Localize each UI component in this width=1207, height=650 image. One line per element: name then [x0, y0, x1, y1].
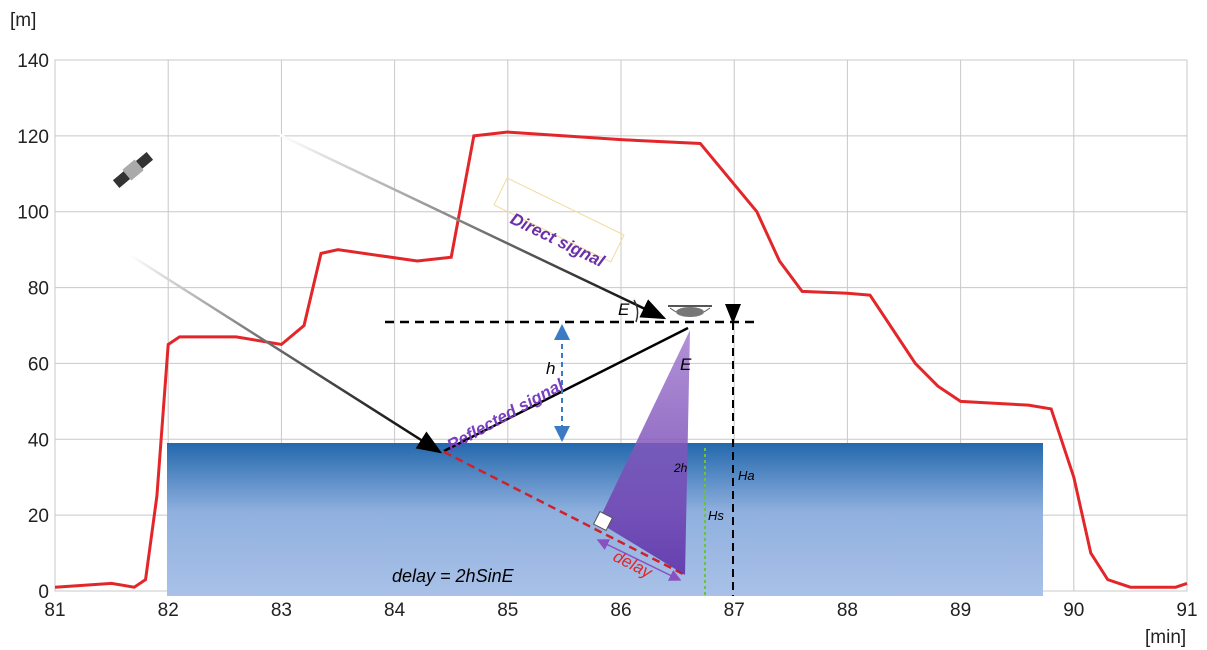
x-tick-label: 87: [724, 600, 745, 621]
x-tick-label: 86: [610, 600, 631, 621]
x-axis-label: [min]: [1145, 627, 1186, 648]
annotation: 2h: [673, 461, 688, 475]
x-tick-label: 90: [1063, 600, 1084, 621]
y-tick-label: 60: [28, 354, 49, 375]
annotation: h: [546, 359, 555, 378]
annotation: delay = 2hSinE: [392, 566, 515, 586]
x-tick-label: 81: [44, 600, 65, 621]
y-tick-label: 100: [17, 203, 49, 224]
annotation: Direct signal: [507, 209, 608, 271]
annotation: E: [680, 355, 692, 374]
y-tick-label: 20: [28, 506, 49, 527]
x-tick-label: 91: [1176, 600, 1197, 621]
x-tick-label: 89: [950, 600, 971, 621]
annotation: Ha: [738, 468, 755, 483]
y-tick-label: 40: [28, 430, 49, 451]
y-tick-label: 120: [17, 127, 49, 148]
x-tick-label: 84: [384, 600, 406, 621]
chart: Direct signal Reflected signal E E h 2h …: [0, 0, 1207, 650]
x-tick-label: 85: [497, 600, 518, 621]
x-tick-label: 83: [271, 600, 292, 621]
x-tick-label: 82: [158, 600, 179, 621]
y-tick-label: 140: [17, 51, 49, 72]
annotation: Hs: [708, 508, 724, 523]
y-tick-label: 80: [28, 279, 49, 300]
y-axis-label: [m]: [10, 10, 36, 31]
annotation: E: [618, 300, 630, 319]
x-tick-label: 88: [837, 600, 858, 621]
